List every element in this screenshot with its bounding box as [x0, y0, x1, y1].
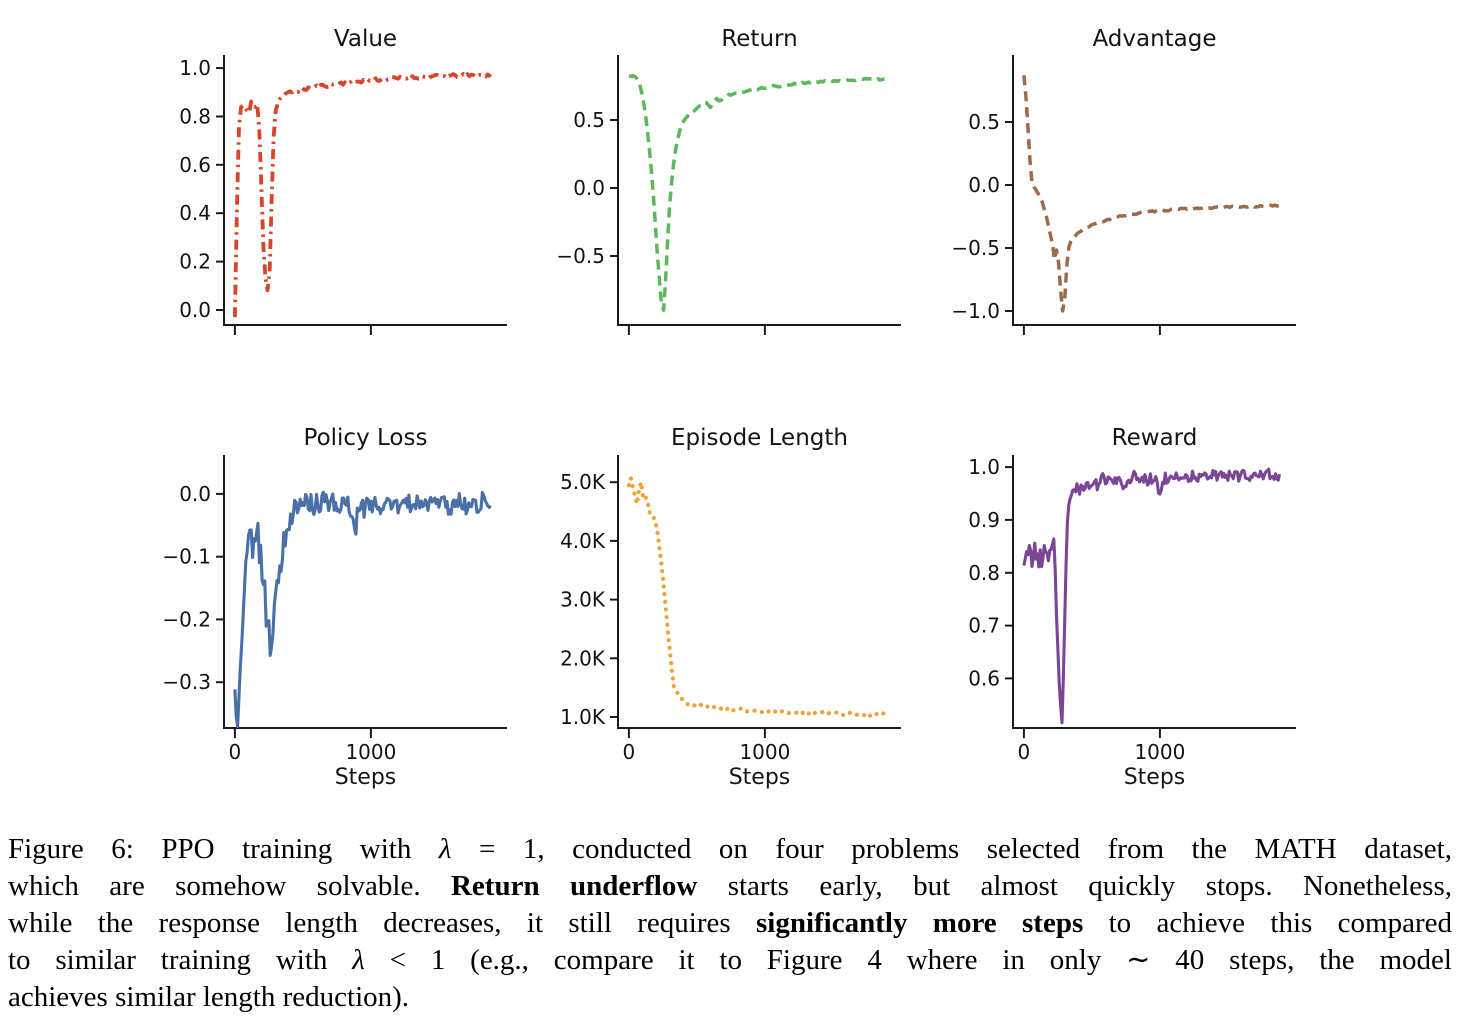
caption-segment: to similar training with — [8, 944, 353, 976]
caption-segment: = 1, conducted on four problems selected… — [451, 833, 1452, 865]
svg-text:−0.5: −0.5 — [556, 244, 605, 268]
figure-caption: Figure 6: PPO training with λ = 1, condu… — [8, 831, 1452, 1016]
value-chart-title: Value — [333, 26, 398, 52]
svg-text:1.0: 1.0 — [179, 56, 211, 80]
advantage-axes: 0.5 0.0 −0.5 −1.0 — [951, 55, 1296, 335]
reward-xlabel: Steps — [1123, 765, 1186, 790]
reward-axes: 1.0 0.9 0.8 0.7 0.6 0 1000 — [968, 455, 1296, 764]
value-line — [233, 72, 493, 318]
episode-length-xlabel: Steps — [728, 765, 791, 790]
caption-segment: which are somehow solvable. — [8, 870, 451, 902]
svg-text:0.7: 0.7 — [968, 614, 1000, 638]
caption-segment: < 1 (e.g., compare it to Figure 4 where … — [364, 944, 1452, 976]
svg-text:0.5: 0.5 — [968, 110, 1000, 134]
advantage-chart: 0.5 0.0 −0.5 −1.0 — [951, 55, 1296, 335]
svg-text:0.4: 0.4 — [179, 201, 211, 225]
policy-loss-xlabel: Steps — [334, 765, 397, 790]
svg-text:0.0: 0.0 — [179, 482, 211, 506]
svg-text:1.0: 1.0 — [968, 455, 1000, 479]
svg-text:1000: 1000 — [739, 740, 790, 764]
reward-line — [1022, 467, 1282, 725]
svg-text:0.6: 0.6 — [179, 153, 211, 177]
advantage-line — [1022, 75, 1281, 313]
caption-segment: achieves similar length reduction). — [8, 981, 410, 1013]
svg-text:0.0: 0.0 — [179, 298, 211, 322]
svg-text:0.5: 0.5 — [573, 108, 605, 132]
return-axes: 0.5 0.0 −0.5 — [556, 55, 901, 335]
value-chart: 1.0 0.8 0.6 0.4 0.2 0.0 — [179, 55, 507, 335]
caption-segment: significantly more steps — [755, 907, 1084, 939]
reward-chart-title: Reward — [1111, 425, 1198, 451]
svg-text:0.8: 0.8 — [968, 561, 1000, 585]
caption-line: achieves similar length reduction). — [8, 979, 1452, 1016]
caption-segment: to achieve this compared — [1083, 907, 1452, 939]
svg-text:0.9: 0.9 — [968, 508, 1000, 532]
svg-text:4.0K: 4.0K — [560, 529, 606, 553]
caption-segment: while the response length decreases, it … — [8, 907, 756, 939]
svg-text:0.0: 0.0 — [573, 176, 605, 200]
svg-text:0: 0 — [229, 740, 242, 764]
episode-length-line — [626, 476, 887, 718]
svg-text:−1.0: −1.0 — [951, 299, 1000, 323]
svg-text:2.0K: 2.0K — [560, 646, 606, 670]
svg-text:1000: 1000 — [1134, 740, 1185, 764]
svg-text:0.6: 0.6 — [968, 666, 1000, 690]
caption-segment: λ — [438, 833, 452, 865]
caption-line: while the response length decreases, it … — [8, 905, 1452, 942]
svg-text:−0.1: −0.1 — [162, 545, 211, 569]
caption-line: to similar training with λ < 1 (e.g., co… — [8, 942, 1452, 979]
policy-loss-axes: 0.0 −0.1 −0.2 −0.3 0 1000 — [162, 455, 507, 764]
episode-length-chart: 5.0K 4.0K 3.0K 2.0K 1.0K 0 1000 — [560, 455, 901, 764]
svg-text:5.0K: 5.0K — [560, 470, 606, 494]
caption-segment: Figure 6: PPO training with — [8, 833, 439, 865]
svg-text:0: 0 — [1018, 740, 1031, 764]
svg-text:0.2: 0.2 — [179, 250, 211, 274]
svg-text:−0.5: −0.5 — [951, 236, 1000, 260]
return-chart-title: Return — [721, 26, 798, 52]
value-axes: 1.0 0.8 0.6 0.4 0.2 0.0 — [179, 55, 507, 335]
return-line — [628, 73, 886, 312]
svg-text:−0.3: −0.3 — [162, 670, 211, 694]
svg-text:3.0K: 3.0K — [560, 588, 606, 612]
episode-length-axes: 5.0K 4.0K 3.0K 2.0K 1.0K 0 1000 — [560, 455, 901, 764]
svg-text:0.0: 0.0 — [968, 173, 1000, 197]
svg-text:−0.2: −0.2 — [162, 607, 211, 631]
advantage-chart-title: Advantage — [1092, 26, 1217, 52]
caption-line: Figure 6: PPO training with λ = 1, condu… — [8, 831, 1452, 868]
svg-text:1.0K: 1.0K — [560, 705, 606, 729]
return-chart: 0.5 0.0 −0.5 — [556, 55, 901, 335]
reward-chart: 1.0 0.9 0.8 0.7 0.6 0 1000 — [968, 455, 1296, 764]
policy-loss-line — [233, 490, 492, 729]
svg-text:0: 0 — [623, 740, 636, 764]
svg-text:0.8: 0.8 — [179, 105, 211, 129]
caption-segment: λ — [352, 944, 365, 976]
caption-line: which are somehow solvable. Return under… — [8, 868, 1452, 905]
episode-length-chart-title: Episode Length — [671, 425, 848, 451]
policy-loss-chart-title: Policy Loss — [303, 425, 428, 451]
caption-segment: starts early, but almost quickly stops. … — [697, 870, 1452, 902]
policy-loss-chart: 0.0 −0.1 −0.2 −0.3 0 1000 — [162, 455, 507, 764]
svg-text:1000: 1000 — [345, 740, 396, 764]
caption-segment: Return underflow — [450, 870, 698, 902]
